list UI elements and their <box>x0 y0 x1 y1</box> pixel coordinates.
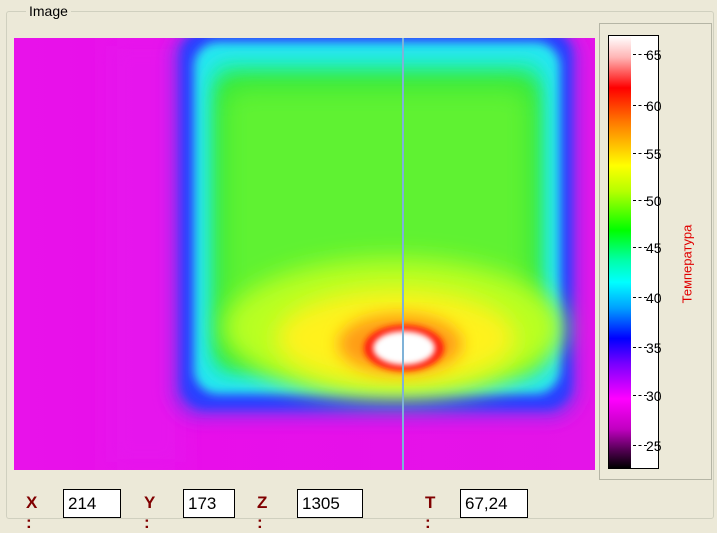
x-label: X : <box>26 493 39 532</box>
colorbar-ticks: 65 60 55 50 45 40 35 30 25 <box>631 36 662 468</box>
z-label: Z : <box>257 493 269 532</box>
colorbar-gradient <box>609 36 631 468</box>
colorbar-tick: 35 <box>631 340 662 356</box>
colorbar-frame: 65 60 55 50 45 40 35 30 25 <box>608 35 662 469</box>
y-label: Y : <box>144 493 157 532</box>
colorbar-panel: 65 60 55 50 45 40 35 30 25 Температура <box>599 23 712 480</box>
colorbar-tick: 50 <box>631 193 662 209</box>
thermal-image[interactable] <box>14 38 595 470</box>
x-value-field[interactable]: 214 <box>63 489 121 518</box>
t-label: T : <box>425 493 437 532</box>
image-group-title: Image <box>26 3 71 19</box>
colorbar-axis-label: Температура <box>679 224 695 304</box>
colorbar-tick: 40 <box>631 290 662 306</box>
colorbar-tick: 45 <box>631 240 662 256</box>
colorbar-tick: 60 <box>631 98 662 114</box>
colorbar-tick: 25 <box>631 438 662 454</box>
y-value-field[interactable]: 173 <box>183 489 235 518</box>
colorbar-tick: 30 <box>631 388 662 404</box>
colorbar-tick: 55 <box>631 146 662 162</box>
thermal-image-canvas <box>14 38 595 470</box>
z-value-field[interactable]: 1305 <box>297 489 363 518</box>
t-value-field[interactable]: 67,24 <box>460 489 528 518</box>
colorbar-tick: 65 <box>631 47 662 63</box>
image-groupbox <box>6 11 714 519</box>
